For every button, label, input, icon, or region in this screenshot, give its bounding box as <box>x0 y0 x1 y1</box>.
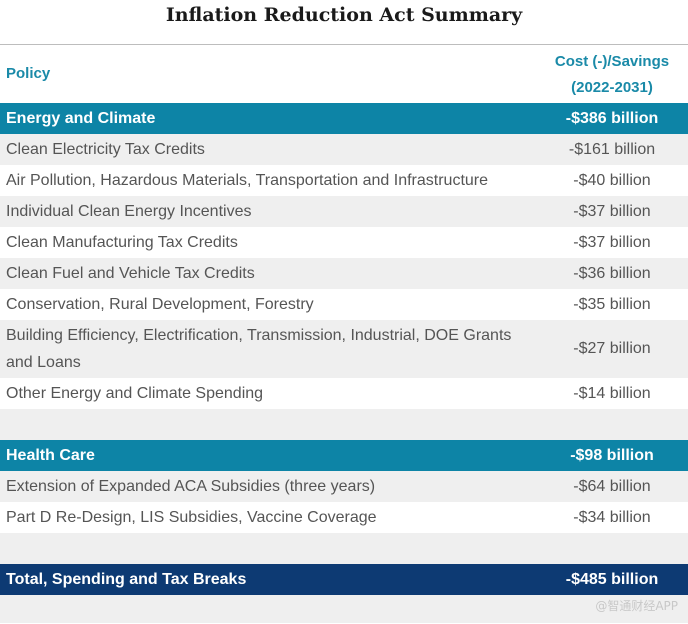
row-value: -$35 billion <box>573 295 651 313</box>
table-row: Conservation, Rural Development, Forestr… <box>0 289 688 320</box>
spacer-row <box>0 409 688 440</box>
section-label: Energy and Climate <box>6 110 156 127</box>
cost-column-header: Cost (-)/Savings (2022-2031) <box>542 49 682 101</box>
section-value: -$98 billion <box>570 446 654 464</box>
table-row: Other Energy and Climate Spending -$14 b… <box>0 378 688 409</box>
spacer-row <box>0 595 688 623</box>
table-header: Policy Cost (-)/Savings (2022-2031) <box>0 45 688 103</box>
total-value: -$485 billion <box>565 570 659 588</box>
section-label: Health Care <box>6 447 95 464</box>
row-value: -$14 billion <box>573 384 651 402</box>
section-row-energy: Energy and Climate -$386 billion <box>0 103 688 134</box>
cost-header-line1: Cost (-)/Savings <box>554 53 670 70</box>
cost-header-line2: (2022-2031) <box>571 79 653 96</box>
total-label: Total, Spending and Tax Breaks <box>6 571 247 588</box>
row-label: Conservation, Rural Development, Forestr… <box>6 296 314 313</box>
row-value: -$27 billion <box>573 340 651 357</box>
row-label: Air Pollution, Hazardous Materials, Tran… <box>6 172 489 189</box>
row-label: Individual Clean Energy Incentives <box>6 203 252 220</box>
table-row: Air Pollution, Hazardous Materials, Tran… <box>0 165 688 196</box>
section-value: -$386 billion <box>565 109 659 127</box>
total-row: Total, Spending and Tax Breaks -$485 bil… <box>0 564 688 595</box>
summary-table: Energy and Climate -$386 billion Clean E… <box>0 103 688 623</box>
table-row: Clean Electricity Tax Credits -$161 bill… <box>0 134 688 165</box>
row-value: -$37 billion <box>573 202 651 220</box>
watermark: @智通财经APP <box>595 599 678 613</box>
row-value: -$64 billion <box>573 477 651 495</box>
row-value: -$40 billion <box>573 171 651 189</box>
row-label: Extension of Expanded ACA Subsidies (thr… <box>6 478 376 495</box>
spacer-row <box>0 533 688 564</box>
page-title: Inflation Reduction Act Summary <box>165 4 523 26</box>
row-label: Clean Electricity Tax Credits <box>6 141 205 158</box>
policy-column-header: Policy <box>6 65 51 82</box>
row-value: -$161 billion <box>568 140 656 158</box>
row-value: -$36 billion <box>573 264 651 282</box>
row-label: Part D Re-Design, LIS Subsidies, Vaccine… <box>6 509 377 526</box>
row-label: Clean Manufacturing Tax Credits <box>6 234 238 251</box>
row-value: -$34 billion <box>573 508 651 526</box>
row-value: -$37 billion <box>573 233 651 251</box>
row-label: Building Efficiency, Electrification, Tr… <box>6 327 512 371</box>
table-row: Building Efficiency, Electrification, Tr… <box>0 320 688 378</box>
divider <box>0 44 688 45</box>
table-row: Part D Re-Design, LIS Subsidies, Vaccine… <box>0 502 688 533</box>
table-row: Clean Fuel and Vehicle Tax Credits -$36 … <box>0 258 688 289</box>
section-row-health: Health Care -$98 billion <box>0 440 688 471</box>
table-row: Extension of Expanded ACA Subsidies (thr… <box>0 471 688 502</box>
row-label: Clean Fuel and Vehicle Tax Credits <box>6 265 255 282</box>
table-row: Individual Clean Energy Incentives -$37 … <box>0 196 688 227</box>
table-row: Clean Manufacturing Tax Credits -$37 bil… <box>0 227 688 258</box>
row-label: Other Energy and Climate Spending <box>6 385 264 402</box>
